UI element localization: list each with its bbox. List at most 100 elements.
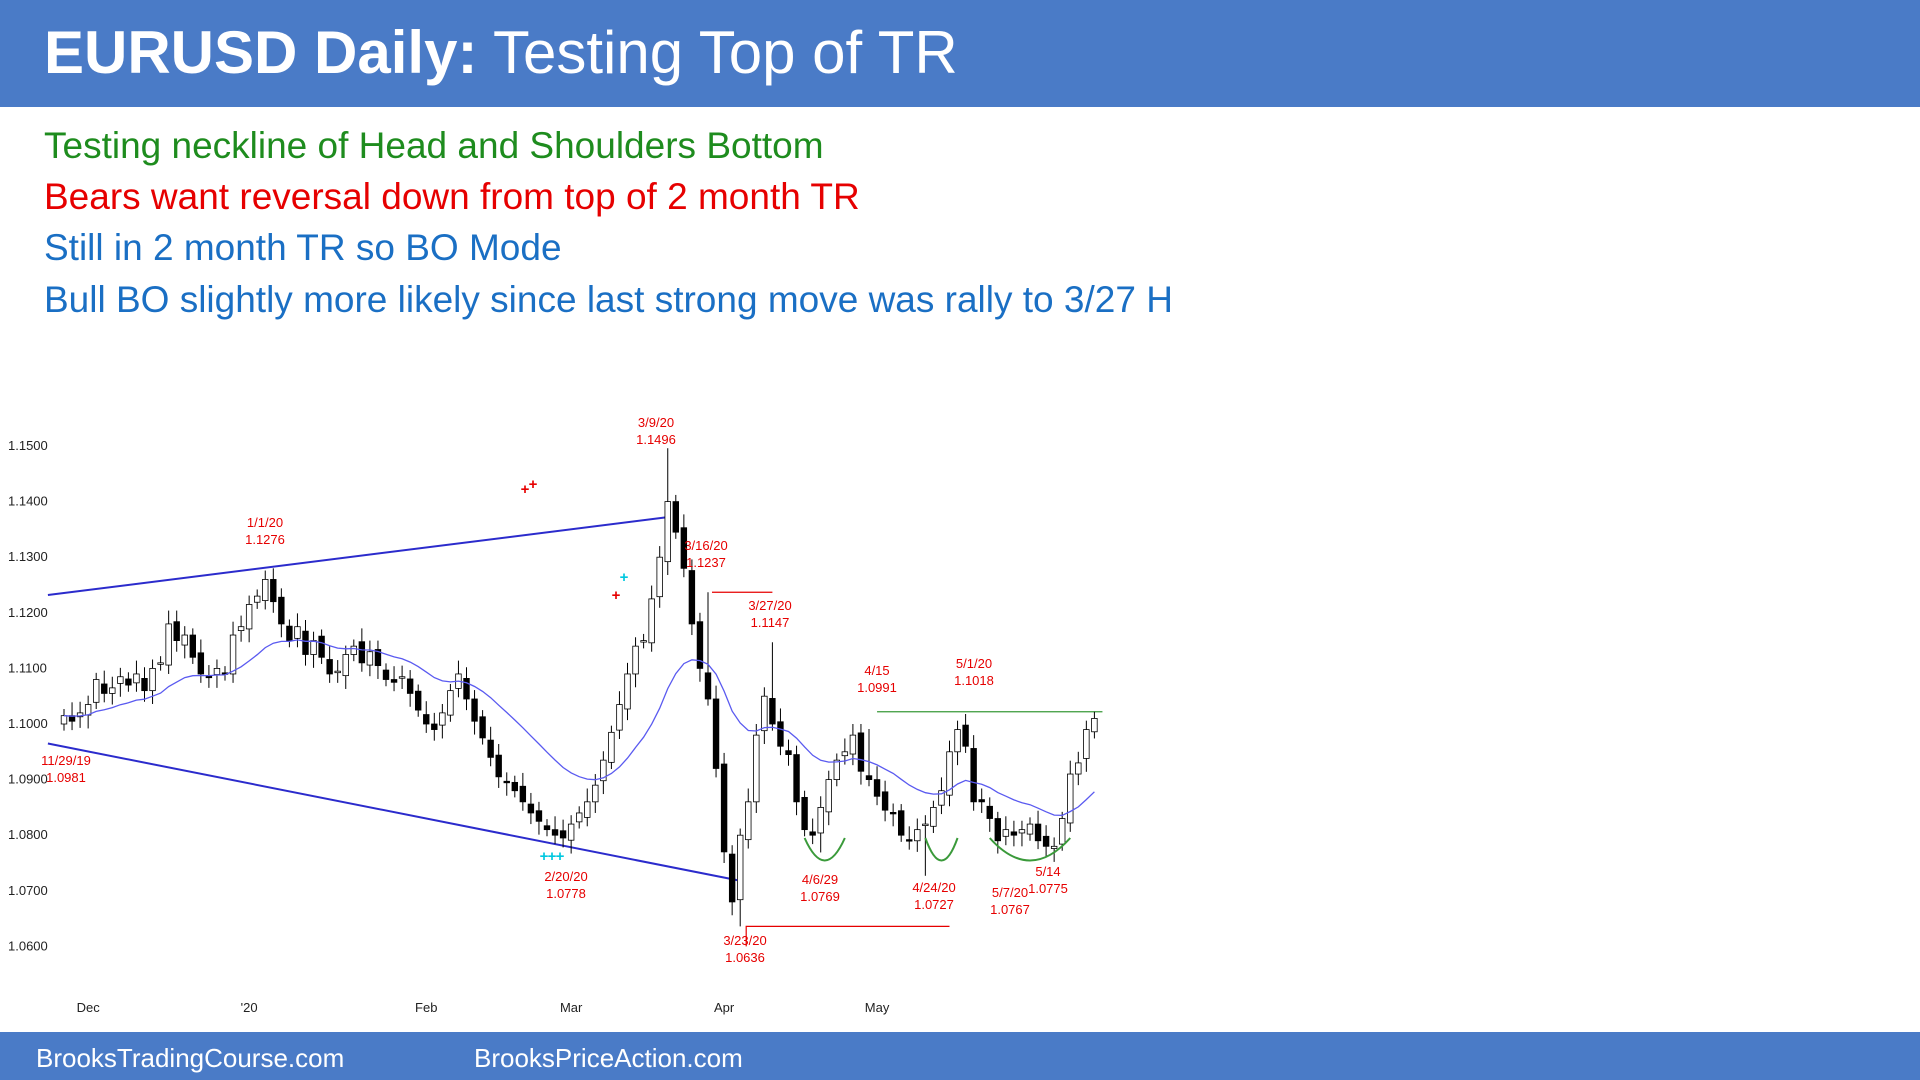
candle-body xyxy=(1034,823,1042,842)
candle-body xyxy=(423,714,430,725)
candle-body xyxy=(696,621,704,669)
candle-body xyxy=(1067,773,1074,824)
candle-body xyxy=(213,667,221,675)
footer-site-right: BrooksPriceAction.com xyxy=(474,1043,743,1073)
level-price-label: 1.1276 xyxy=(245,532,285,547)
candle-body xyxy=(898,810,905,836)
level-price-label: 1.1018 xyxy=(954,673,994,688)
y-tick-label: 1.1000 xyxy=(8,716,48,731)
candle-body xyxy=(535,810,543,822)
candle-body xyxy=(656,556,663,598)
level-date-label: 3/9/20 xyxy=(638,415,674,430)
level-price-label: 1.1147 xyxy=(751,615,790,630)
signal-marker: + xyxy=(620,569,629,586)
candle-body xyxy=(632,645,639,675)
candle-body xyxy=(270,579,277,603)
candle-body xyxy=(109,687,116,694)
candle-body xyxy=(431,723,438,730)
candle-body xyxy=(463,678,470,700)
x-tick-label: May xyxy=(865,1000,890,1015)
candle-body xyxy=(801,796,808,831)
hs-bottom-arc xyxy=(989,837,1071,862)
candle-body xyxy=(616,704,623,731)
candle-body xyxy=(930,806,937,827)
level-date-label: 4/15 xyxy=(864,663,889,678)
bullet-bo-mode: Still in 2 month TR so BO Mode xyxy=(44,227,562,268)
candle-body xyxy=(1083,729,1090,759)
candle-body xyxy=(149,667,156,692)
candle-body xyxy=(93,679,100,703)
candle-body xyxy=(294,626,301,639)
candle-body xyxy=(358,641,366,664)
candle-body xyxy=(600,759,607,782)
level-date-label: 3/23/20 xyxy=(723,933,766,948)
candle-body xyxy=(608,731,615,763)
candle-body xyxy=(680,527,688,569)
candle-body xyxy=(76,712,84,718)
bullet-bull-bo: Bull BO slightly more likely since last … xyxy=(44,279,1173,320)
y-tick-label: 1.1200 xyxy=(8,605,48,620)
y-tick-label: 1.1100 xyxy=(8,660,47,675)
candle-body xyxy=(439,712,446,726)
bullet-bears: Bears want reversal down from top of 2 m… xyxy=(44,176,860,217)
candle-body xyxy=(1050,845,1058,849)
y-tick-label: 1.1500 xyxy=(8,438,48,453)
signal-marker: + xyxy=(529,476,538,493)
candle-body xyxy=(769,698,776,725)
y-tick-label: 1.1400 xyxy=(8,494,48,509)
candle-body xyxy=(1026,823,1034,835)
level-price-label: 1.0778 xyxy=(546,886,586,901)
candle-body xyxy=(881,791,889,811)
red-support-line xyxy=(745,925,950,947)
candle-body xyxy=(737,834,744,901)
candle-body xyxy=(576,812,583,823)
title-rest: Testing Top of TR xyxy=(477,19,958,86)
candle-body xyxy=(471,698,478,722)
signal-marker: + xyxy=(521,481,530,498)
candle-body xyxy=(745,801,752,841)
level-date-label: 3/27/20 xyxy=(748,598,791,613)
y-tick-label: 1.0700 xyxy=(8,883,48,898)
candle-body xyxy=(906,839,913,842)
title-bar xyxy=(0,0,1920,107)
candle-body xyxy=(922,823,929,826)
candle-body xyxy=(229,634,237,675)
candle-body xyxy=(1059,818,1066,845)
title-bold: EURUSD Daily: xyxy=(44,19,478,86)
candle-body xyxy=(165,623,172,666)
candle-body xyxy=(1091,718,1098,733)
candle-body xyxy=(511,781,518,792)
candle-body xyxy=(117,676,124,684)
slide-title: EURUSD Daily: Testing Top of TR xyxy=(44,18,958,87)
ema-line xyxy=(63,639,1095,817)
candle-body xyxy=(1042,835,1050,847)
candle-body xyxy=(962,724,969,747)
x-tick-label: '20 xyxy=(241,1000,258,1015)
candle-body xyxy=(157,662,164,665)
candle-body xyxy=(809,831,816,836)
candle-body xyxy=(664,501,671,563)
candle-body xyxy=(60,715,68,725)
signal-marker: + xyxy=(556,848,565,865)
candle-body xyxy=(978,799,985,803)
candle-body xyxy=(414,690,422,711)
x-tick-label: Feb xyxy=(415,1000,437,1015)
candle-body xyxy=(342,654,349,677)
candle-body xyxy=(310,640,317,655)
candle-body xyxy=(189,634,196,658)
candle-body xyxy=(374,649,382,667)
candle-body xyxy=(793,754,800,803)
candle-body xyxy=(833,759,840,781)
candle-body xyxy=(487,739,494,758)
y-tick-label: 1.0900 xyxy=(8,772,48,787)
candle-body xyxy=(318,635,325,658)
lower-channel-line xyxy=(47,742,741,882)
candle-body xyxy=(334,670,341,674)
bullet-hs-bottom: Testing neckline of Head and Shoulders B… xyxy=(44,125,824,166)
candle-body xyxy=(141,678,148,692)
hs-bottom-arc xyxy=(924,837,959,862)
candle-body xyxy=(970,748,977,803)
candle-body xyxy=(286,625,293,641)
candle-body xyxy=(938,790,945,806)
level-date-label: 5/14 xyxy=(1035,864,1060,879)
